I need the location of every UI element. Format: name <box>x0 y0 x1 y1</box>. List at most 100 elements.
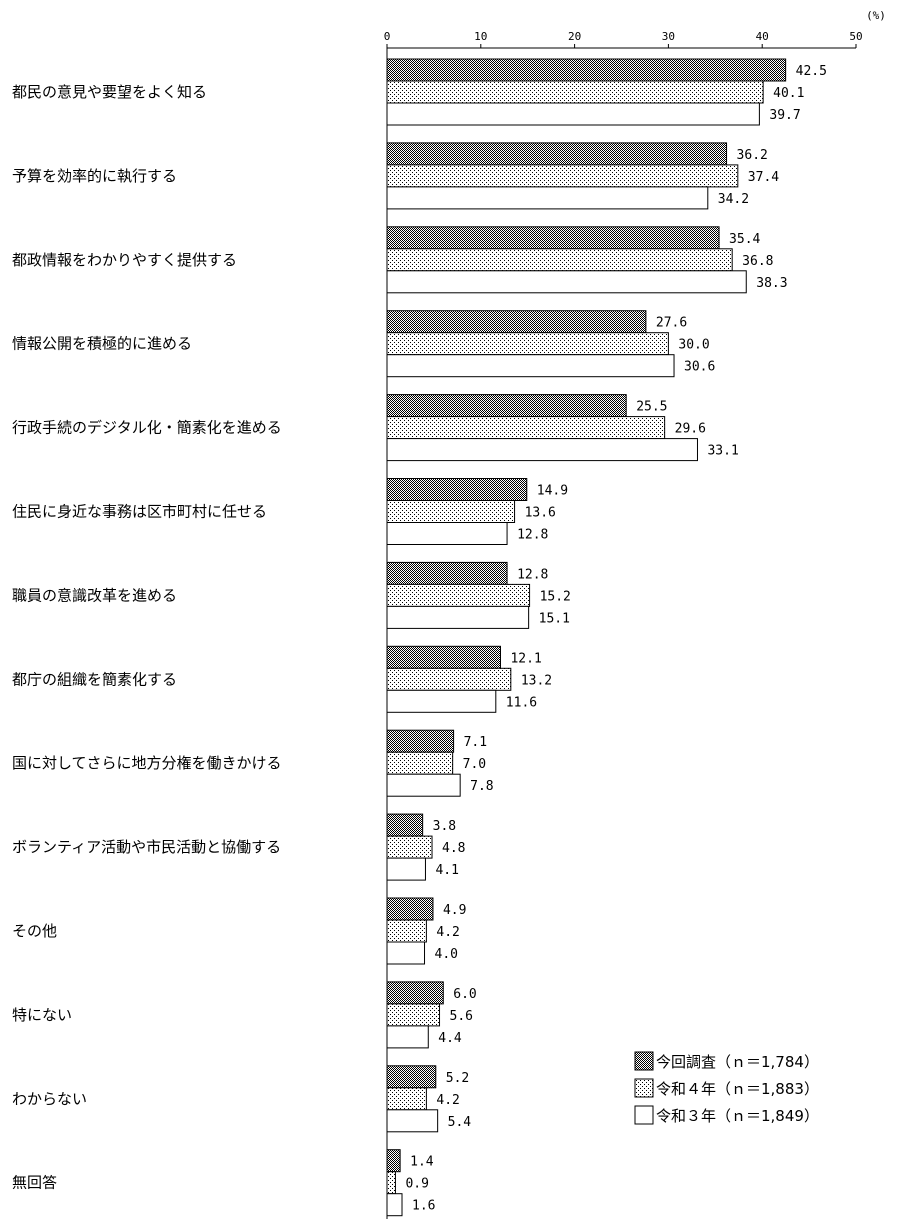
data-label: 27.6 <box>656 316 687 331</box>
data-label: 15.2 <box>540 589 571 604</box>
data-label: 40.1 <box>773 86 804 101</box>
data-label: 1.6 <box>412 1199 435 1214</box>
data-label: 5.6 <box>450 1009 473 1024</box>
bar <box>386 102 760 126</box>
category-label: その他 <box>12 922 57 940</box>
bar <box>386 500 516 523</box>
data-label: 30.0 <box>678 338 709 353</box>
x-tick-label: 20 <box>568 30 581 43</box>
category-label: 予算を効率的に執行する <box>12 167 177 185</box>
data-label: 36.2 <box>737 148 768 163</box>
bar <box>386 186 709 210</box>
data-label: 3.8 <box>433 819 456 834</box>
bar <box>386 773 461 797</box>
bar <box>386 142 728 166</box>
data-label: 7.8 <box>470 779 493 794</box>
bar <box>386 164 739 188</box>
legend-label: 今回調査（ｎ＝1,784） <box>656 1053 819 1071</box>
data-label: 39.7 <box>769 108 800 123</box>
data-label: 4.4 <box>438 1031 462 1046</box>
data-label: 7.1 <box>464 735 487 750</box>
data-label: 14.9 <box>537 484 568 499</box>
category-label: 無回答 <box>12 1174 57 1192</box>
bar <box>386 729 455 753</box>
bar <box>386 645 501 669</box>
category-label: 都民の意見や要望をよく知る <box>12 83 207 101</box>
x-tick-label: 0 <box>384 30 391 43</box>
legend: 今回調査（ｎ＝1,784） 令和４年（ｎ＝1,883） 令和３年（ｎ＝1,849） <box>634 1051 819 1125</box>
bar <box>386 310 647 334</box>
category-label: 都政情報をわかりやすく提供する <box>12 251 237 269</box>
data-label: 1.4 <box>410 1155 434 1170</box>
bar <box>386 941 426 965</box>
category-label: 職員の意識改革を進める <box>12 586 177 604</box>
bar <box>386 667 512 691</box>
data-label: 6.0 <box>453 987 476 1002</box>
data-label: 33.1 <box>707 444 738 459</box>
bar <box>386 835 433 859</box>
bar <box>386 1193 403 1217</box>
data-label: 4.0 <box>435 947 458 962</box>
data-label: 37.4 <box>748 170 779 185</box>
data-label: 0.9 <box>405 1177 428 1192</box>
bars-layer: 42.5 40.1 39.7 36.2 37.4 34.2 35.4 36.8 38.3 27.6… <box>386 58 827 1217</box>
bar <box>386 478 528 501</box>
data-label: 4.9 <box>443 903 466 918</box>
bar <box>386 1003 441 1027</box>
bar <box>386 751 454 775</box>
data-label: 38.3 <box>756 276 787 291</box>
bar <box>386 332 669 356</box>
bar <box>386 1171 396 1195</box>
data-label: 34.2 <box>718 192 749 207</box>
bar <box>386 80 764 104</box>
x-tick-label: 10 <box>474 30 487 43</box>
data-label: 4.2 <box>436 1093 459 1108</box>
bar <box>386 1109 439 1133</box>
bar <box>386 1065 437 1089</box>
bar <box>386 897 434 921</box>
data-label: 25.5 <box>636 400 667 415</box>
category-label: 特にない <box>12 1006 72 1024</box>
bar <box>386 813 424 837</box>
bar <box>386 354 675 378</box>
bar <box>386 1087 427 1111</box>
bar <box>386 1149 401 1173</box>
data-label: 7.0 <box>463 757 486 772</box>
bar <box>386 689 497 713</box>
bar <box>386 561 508 585</box>
bar <box>386 394 627 418</box>
category-label: 国に対してさらに地方分権を働きかける <box>12 754 282 772</box>
bar <box>386 857 426 881</box>
category-label: 住民に身近な事務は区市町村に任せる <box>12 503 267 521</box>
bar <box>386 416 666 440</box>
category-label: 行政手続のデジタル化・簡素化を進める <box>12 419 282 437</box>
data-label: 5.4 <box>448 1115 472 1130</box>
category-label: わからない <box>12 1090 87 1108</box>
bar <box>386 522 508 545</box>
data-label: 4.2 <box>436 925 459 940</box>
data-label: 42.5 <box>796 64 827 79</box>
data-label: 5.2 <box>446 1071 469 1086</box>
data-label: 12.8 <box>517 567 548 582</box>
data-label: 13.6 <box>525 506 556 521</box>
legend-swatch <box>634 1105 654 1125</box>
bar <box>386 583 531 607</box>
bar <box>386 248 733 272</box>
bar <box>386 226 720 250</box>
legend-label: 令和３年（ｎ＝1,849） <box>656 1107 819 1125</box>
x-tick-label: 40 <box>756 30 769 43</box>
data-label: 13.2 <box>521 673 552 688</box>
category-label: 都庁の組織を簡素化する <box>12 670 177 688</box>
category-label: ボランティア活動や市民活動と協働する <box>12 838 281 856</box>
legend-swatch <box>634 1051 654 1071</box>
bar <box>386 605 530 629</box>
data-label: 12.1 <box>510 651 541 666</box>
data-label: 11.6 <box>506 695 537 710</box>
legend-swatch <box>634 1078 654 1098</box>
bar <box>386 438 698 462</box>
bar <box>386 270 747 294</box>
data-label: 30.6 <box>684 360 715 375</box>
x-tick-label: 30 <box>662 30 675 43</box>
x-tick-label: 50 <box>849 30 862 43</box>
